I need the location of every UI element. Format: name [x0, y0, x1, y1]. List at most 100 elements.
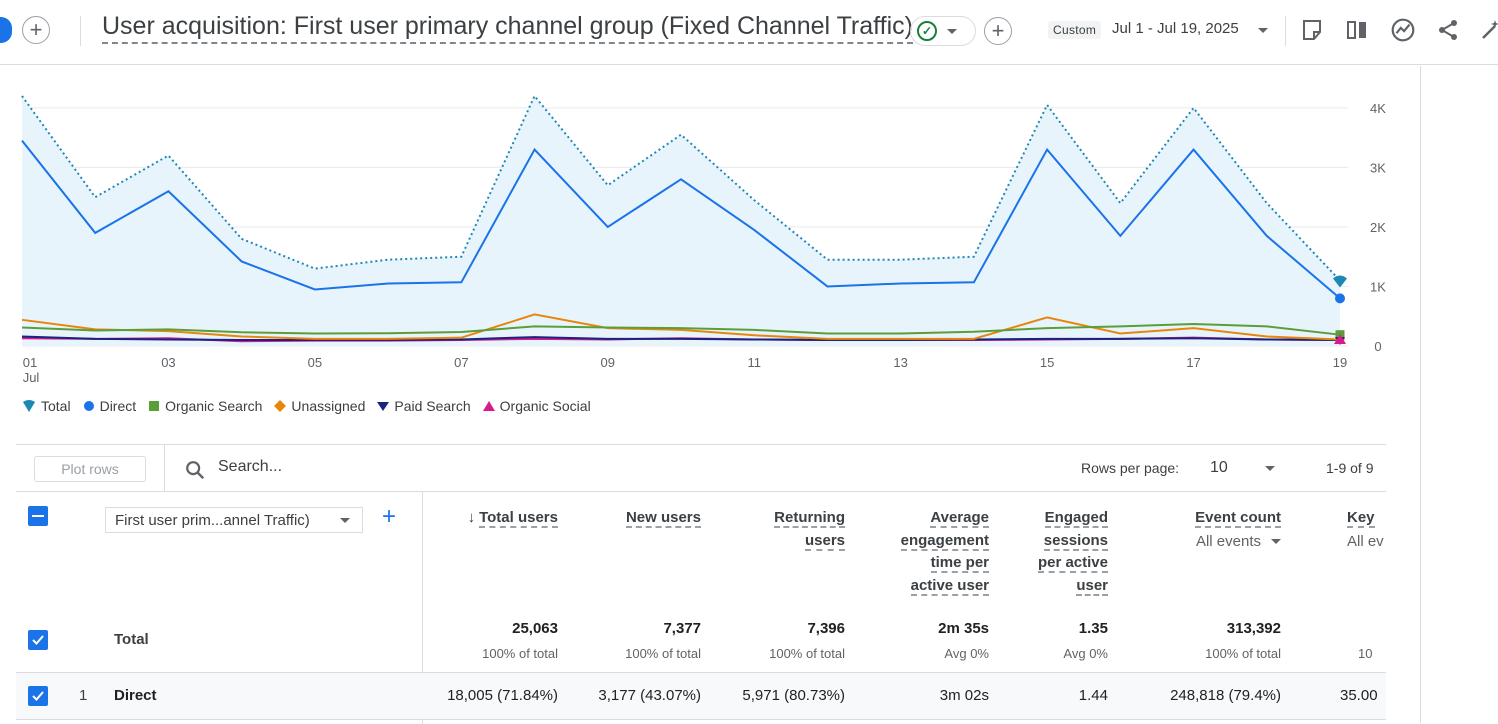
row-returning-users: 5,971 (80.73%): [742, 687, 845, 704]
column-header-total-users[interactable]: ↓ Total users: [467, 509, 558, 528]
line-chart: 0 1K 2K 3K 4K 01 03 05 07 09 11 13 15 17 19 Jul: [0, 66, 1420, 446]
y-tick-label: 4K: [1370, 101, 1386, 116]
chevron-down-icon: [1271, 539, 1281, 545]
row-esau: 1.44: [1078, 687, 1108, 704]
x-tick-label: 15: [1040, 355, 1054, 370]
x-tick-sublabel: Jul: [23, 370, 40, 385]
checkmark-icon: [32, 691, 44, 701]
dimension-select-label: First user prim...annel Traffic): [115, 511, 310, 529]
insights-icon[interactable]: [1389, 16, 1417, 44]
row-index: 1: [79, 687, 88, 704]
total-esau-sub: Avg 0%: [1063, 646, 1108, 661]
legend-label: Organic Search: [165, 398, 263, 414]
legend-item-total[interactable]: Total: [22, 398, 71, 414]
plot-rows-button[interactable]: Plot rows: [34, 456, 146, 482]
legend-item-organic-social[interactable]: Organic Social: [482, 398, 591, 414]
y-tick-label: 2K: [1370, 220, 1386, 235]
checkmark-icon: [32, 635, 44, 645]
chevron-down-icon[interactable]: [1258, 28, 1268, 33]
date-range-picker[interactable]: Jul 1 - Jul 19, 2025: [1112, 20, 1239, 37]
total-aet-value: 2m 35s: [938, 620, 989, 637]
column-header-returning-users[interactable]: Returning users: [774, 509, 845, 551]
row-aet: 3m 02s: [939, 687, 989, 704]
x-tick-label: 05: [308, 355, 322, 370]
chevron-down-icon: [947, 28, 957, 34]
app-nav-avatar[interactable]: [0, 17, 12, 43]
customize-report-icon[interactable]: [1476, 16, 1498, 44]
row-key-events: 35.00: [1340, 687, 1378, 704]
row-total-users: 18,005 (71.84%): [447, 687, 558, 704]
x-tick-label: 19: [1333, 355, 1347, 370]
edit-report-icon[interactable]: [1298, 16, 1326, 44]
add-comparison-button[interactable]: +: [22, 16, 50, 44]
legend-item-organic-search[interactable]: Organic Search: [148, 398, 262, 414]
column-divider: [422, 491, 423, 724]
row-checkbox[interactable]: [28, 686, 48, 706]
row-new-users: 3,177 (43.07%): [598, 687, 701, 704]
indeterminate-icon: [32, 515, 44, 517]
row-dimension-value: Direct: [114, 687, 157, 704]
date-preset-chip: Custom: [1048, 21, 1102, 39]
total-returning-sub: 100% of total: [769, 646, 845, 661]
table-row[interactable]: 1 Direct 18,005 (71.84%) 3,177 (43.07%) …: [16, 672, 1386, 720]
rows-per-page-select[interactable]: 10: [1210, 459, 1228, 476]
search-input[interactable]: [216, 457, 520, 477]
series-line-direct: [21, 140, 1341, 300]
y-tick-label: 0: [1374, 339, 1381, 354]
column-header-engaged-sessions[interactable]: Engaged sessions per active user: [1037, 509, 1108, 596]
side-panel-gutter: [1420, 66, 1498, 723]
total-end-marker: [1333, 275, 1347, 288]
report-status-dropdown[interactable]: ✓: [910, 16, 976, 46]
x-tick-label: 13: [893, 355, 907, 370]
page-title[interactable]: User acquisition: First user primary cha…: [102, 12, 913, 44]
legend-item-direct[interactable]: Direct: [83, 398, 136, 414]
total-aet-sub: Avg 0%: [944, 646, 989, 661]
organic-social-end-marker: [1334, 334, 1346, 345]
rows-per-page-label: Rows per page:: [1081, 460, 1180, 476]
x-tick-label: 17: [1186, 355, 1200, 370]
total-events-sub: 100% of total: [1205, 646, 1281, 661]
check-circle-icon: ✓: [917, 21, 937, 41]
column-header-key-events[interactable]: Key All ev: [1347, 509, 1384, 550]
x-tick-label: 11: [747, 355, 761, 370]
chevron-down-icon: [340, 518, 350, 523]
column-header-event-count[interactable]: Event count All events: [1195, 507, 1281, 553]
event-filter-select[interactable]: All events: [1195, 531, 1281, 554]
add-dimension-button[interactable]: +: [382, 503, 397, 530]
dimension-select[interactable]: First user prim...annel Traffic): [105, 507, 363, 533]
series-line-organic-search: [21, 322, 1341, 336]
add-filter-button[interactable]: +: [984, 17, 1012, 45]
total-new-users-sub: 100% of total: [625, 646, 701, 661]
legend-label: Total: [41, 398, 71, 414]
compare-icon[interactable]: [1343, 16, 1371, 44]
total-new-users-value: 7,377: [663, 620, 701, 637]
plus-icon: +: [29, 17, 43, 42]
x-tick-label: 01: [23, 355, 37, 370]
legend-label: Paid Search: [394, 398, 471, 414]
column-header-avg-engagement-time[interactable]: Average engagement time per active user: [900, 509, 989, 596]
legend-item-paid-search[interactable]: Paid Search: [377, 398, 471, 414]
select-all-checkbox[interactable]: [28, 506, 48, 526]
total-row-label: Total: [114, 631, 149, 648]
total-users-sub: 100% of total: [482, 646, 558, 661]
column-header-new-users[interactable]: New users: [625, 509, 701, 528]
chevron-down-icon[interactable]: [1265, 466, 1275, 471]
total-key-sub: 10: [1358, 646, 1373, 661]
legend-item-unassigned[interactable]: Unassigned: [274, 398, 365, 414]
chart-canvas: 0 1K 2K 3K 4K 01 03 05 07 09 11 13 15 17 19 Jul: [21, 94, 1386, 385]
row-events: 248,818 (79.4%): [1170, 687, 1281, 704]
header-divider: [80, 16, 81, 46]
plus-icon: +: [991, 18, 1005, 43]
share-icon[interactable]: [1434, 16, 1462, 44]
total-users-value: 25,063: [512, 620, 558, 637]
search-icon: [186, 461, 205, 480]
series-line-unassigned: [21, 313, 1341, 341]
data-table: Plot rows Rows per page: 10 1-9 of 9 Fir…: [16, 444, 1386, 724]
total-row-checkbox[interactable]: [28, 630, 48, 650]
y-tick-label: 1K: [1370, 279, 1386, 294]
total-marker-icon: [23, 400, 35, 412]
y-tick-label: 3K: [1370, 160, 1386, 175]
series-line-paid-search: [21, 335, 1341, 342]
pagination-range: 1-9 of 9: [1326, 460, 1374, 476]
triangle-up-marker-icon: [482, 401, 495, 411]
